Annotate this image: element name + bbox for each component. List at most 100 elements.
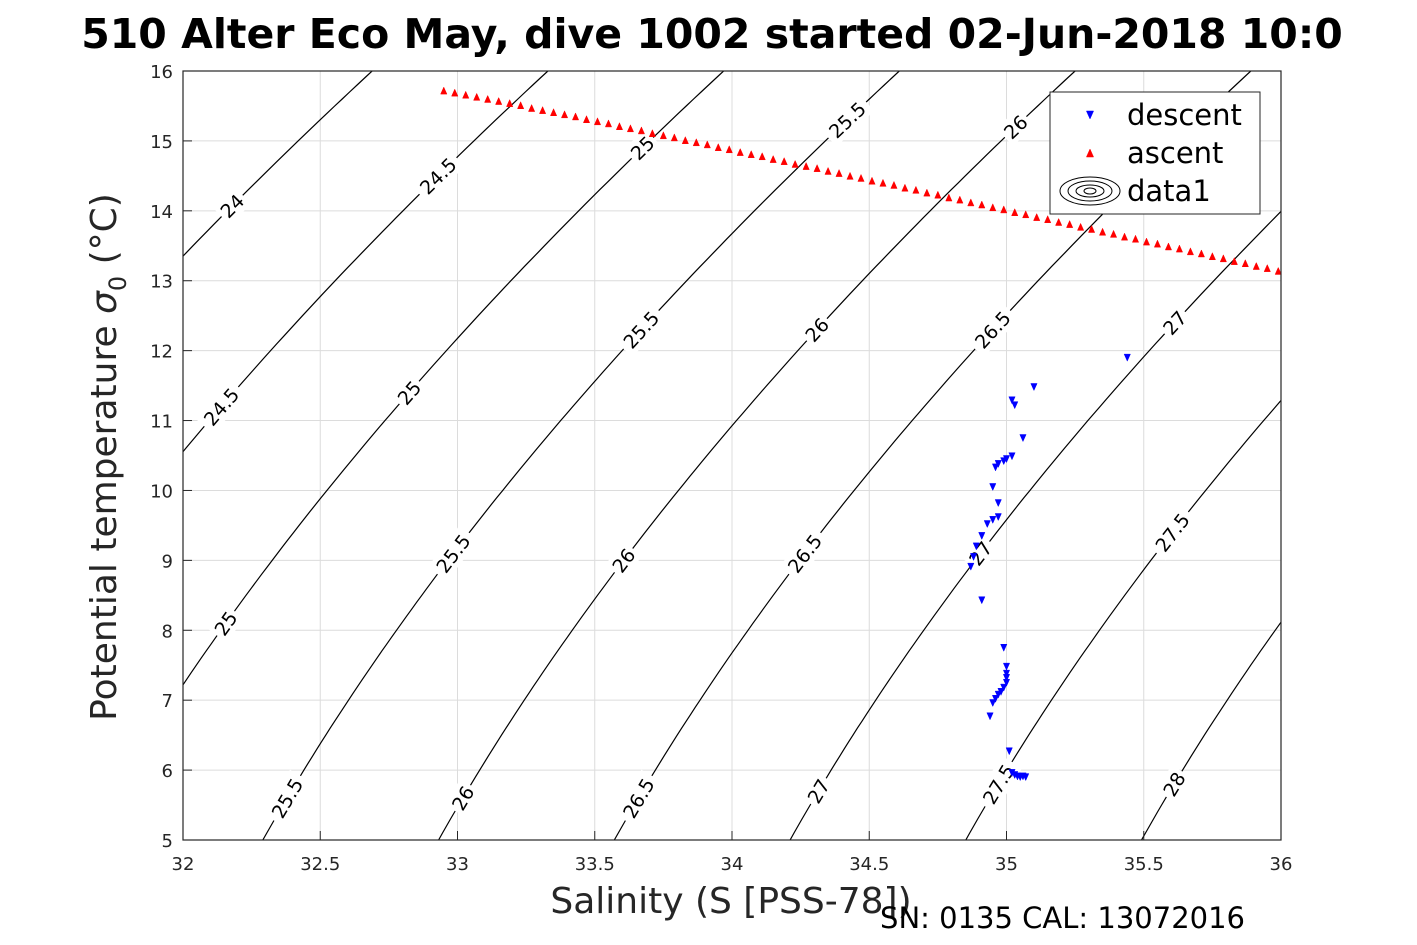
legend-box xyxy=(1049,91,1261,215)
ascent-point xyxy=(1077,222,1085,231)
ascent-point xyxy=(835,168,843,177)
x-tick-label: 33 xyxy=(446,854,469,875)
descent-point xyxy=(978,596,986,605)
descent-point xyxy=(989,516,997,524)
x-tick-label: 32 xyxy=(172,854,195,875)
ascent-point xyxy=(648,129,656,137)
contour-label-bg xyxy=(427,525,479,582)
footer-serial-calibration: SN: 0135 CAL: 13072016 xyxy=(880,901,1245,935)
ascent-point xyxy=(1241,259,1249,267)
descent-point xyxy=(978,532,986,541)
legend-marker-descent xyxy=(1086,110,1094,120)
legend-label-ascent: ascent xyxy=(1127,136,1223,170)
ascent-point xyxy=(945,193,953,202)
ascent-point xyxy=(901,183,909,192)
descent-point xyxy=(1011,401,1019,410)
ascent-point xyxy=(473,92,481,101)
contour-label-bg xyxy=(411,149,465,203)
ascent-point xyxy=(1153,239,1162,248)
ascent-point xyxy=(1033,212,1041,221)
ascent-point xyxy=(692,138,700,147)
contour-label-bg xyxy=(966,302,1019,357)
ascent-point xyxy=(571,112,580,121)
ascent-point xyxy=(824,166,832,175)
ascent-point xyxy=(451,88,459,97)
y-axis-label-unit: (°C) xyxy=(84,193,125,276)
x-tick-label: 34.5 xyxy=(849,854,889,875)
contour-label-bg xyxy=(213,186,252,225)
contour-label-bg xyxy=(263,769,311,827)
ascent-point xyxy=(736,147,744,156)
ascent-point xyxy=(670,133,678,142)
contour-label-bg xyxy=(195,379,248,435)
contour-label-bg xyxy=(996,107,1035,146)
ascent-point xyxy=(967,198,975,207)
y-tick-label: 12 xyxy=(150,342,173,363)
y-tick-label: 8 xyxy=(162,621,173,642)
ascent-point xyxy=(846,171,854,180)
descent-point xyxy=(970,553,978,561)
ascent-point xyxy=(1022,210,1030,219)
contour-line xyxy=(965,399,1281,840)
contour-label-bg xyxy=(444,779,481,818)
descent-point xyxy=(972,542,980,551)
y-axis-label-sigma: σ xyxy=(84,290,125,314)
descent-point xyxy=(1002,662,1011,671)
contour-line xyxy=(262,71,900,840)
legend-items: descent ascent data1 xyxy=(1059,98,1242,208)
ascent-point xyxy=(879,178,887,187)
y-axis-label: Potential temperature σ0 (°C) xyxy=(84,193,132,721)
descent-point xyxy=(989,699,997,708)
ascent-point xyxy=(681,136,689,144)
x-axis-ticks: 32 32.5 33 33.5 34 34.5 35 35.5 36 xyxy=(172,831,1293,875)
ascent-point xyxy=(1208,252,1216,261)
descent-point xyxy=(1005,747,1013,756)
descent-point xyxy=(1022,773,1030,782)
ascent-point xyxy=(1088,224,1096,233)
ascent-point xyxy=(1219,254,1227,263)
ascent-point xyxy=(582,115,591,123)
contour-label-bg xyxy=(614,769,663,827)
contour-label-bg xyxy=(604,541,643,580)
ascent-point xyxy=(714,143,722,151)
x-tick-label: 35.5 xyxy=(1124,854,1164,875)
legend-contour-ring xyxy=(1075,184,1105,198)
ascent-point xyxy=(1131,234,1140,243)
ascent-point xyxy=(956,195,964,204)
ascent-point xyxy=(1066,219,1074,228)
y-tick-label: 9 xyxy=(162,551,173,572)
ascent-point xyxy=(495,96,503,105)
ascent-point xyxy=(758,152,766,161)
ascent-point xyxy=(440,86,448,95)
descent-point xyxy=(1008,396,1016,405)
y-axis-label-subscript: 0 xyxy=(104,276,132,291)
ascent-point xyxy=(1197,249,1205,258)
legend-contour-ring xyxy=(1083,187,1097,195)
legend-contour-icon xyxy=(1059,176,1121,206)
ascent-point xyxy=(1164,242,1172,251)
contour-line xyxy=(438,71,1076,840)
ascent-point xyxy=(484,94,492,103)
ascent-point xyxy=(637,126,645,135)
y-tick-label: 15 xyxy=(150,132,173,153)
ascent-point xyxy=(659,131,667,140)
legend-label-data1: data1 xyxy=(1127,174,1211,208)
descent-point xyxy=(994,513,1002,522)
x-tick-label: 36 xyxy=(1270,854,1293,875)
ascent-point xyxy=(615,122,623,130)
ascent-point xyxy=(1110,229,1118,238)
ascent-point xyxy=(1121,232,1129,241)
contour-label-bg xyxy=(623,128,662,167)
ascent-point xyxy=(890,180,898,189)
ascent-point xyxy=(593,117,602,126)
ascent-point xyxy=(1142,237,1151,246)
descent-point xyxy=(1000,683,1008,692)
ascent-point xyxy=(780,157,788,165)
descent-point xyxy=(967,562,975,571)
descent-point xyxy=(1000,644,1008,652)
contour-label-bg xyxy=(1156,765,1193,804)
ascent-point xyxy=(1230,257,1238,265)
y-tick-label: 13 xyxy=(150,272,173,293)
contour-label-bg xyxy=(1155,303,1194,342)
ascent-point xyxy=(561,110,569,119)
